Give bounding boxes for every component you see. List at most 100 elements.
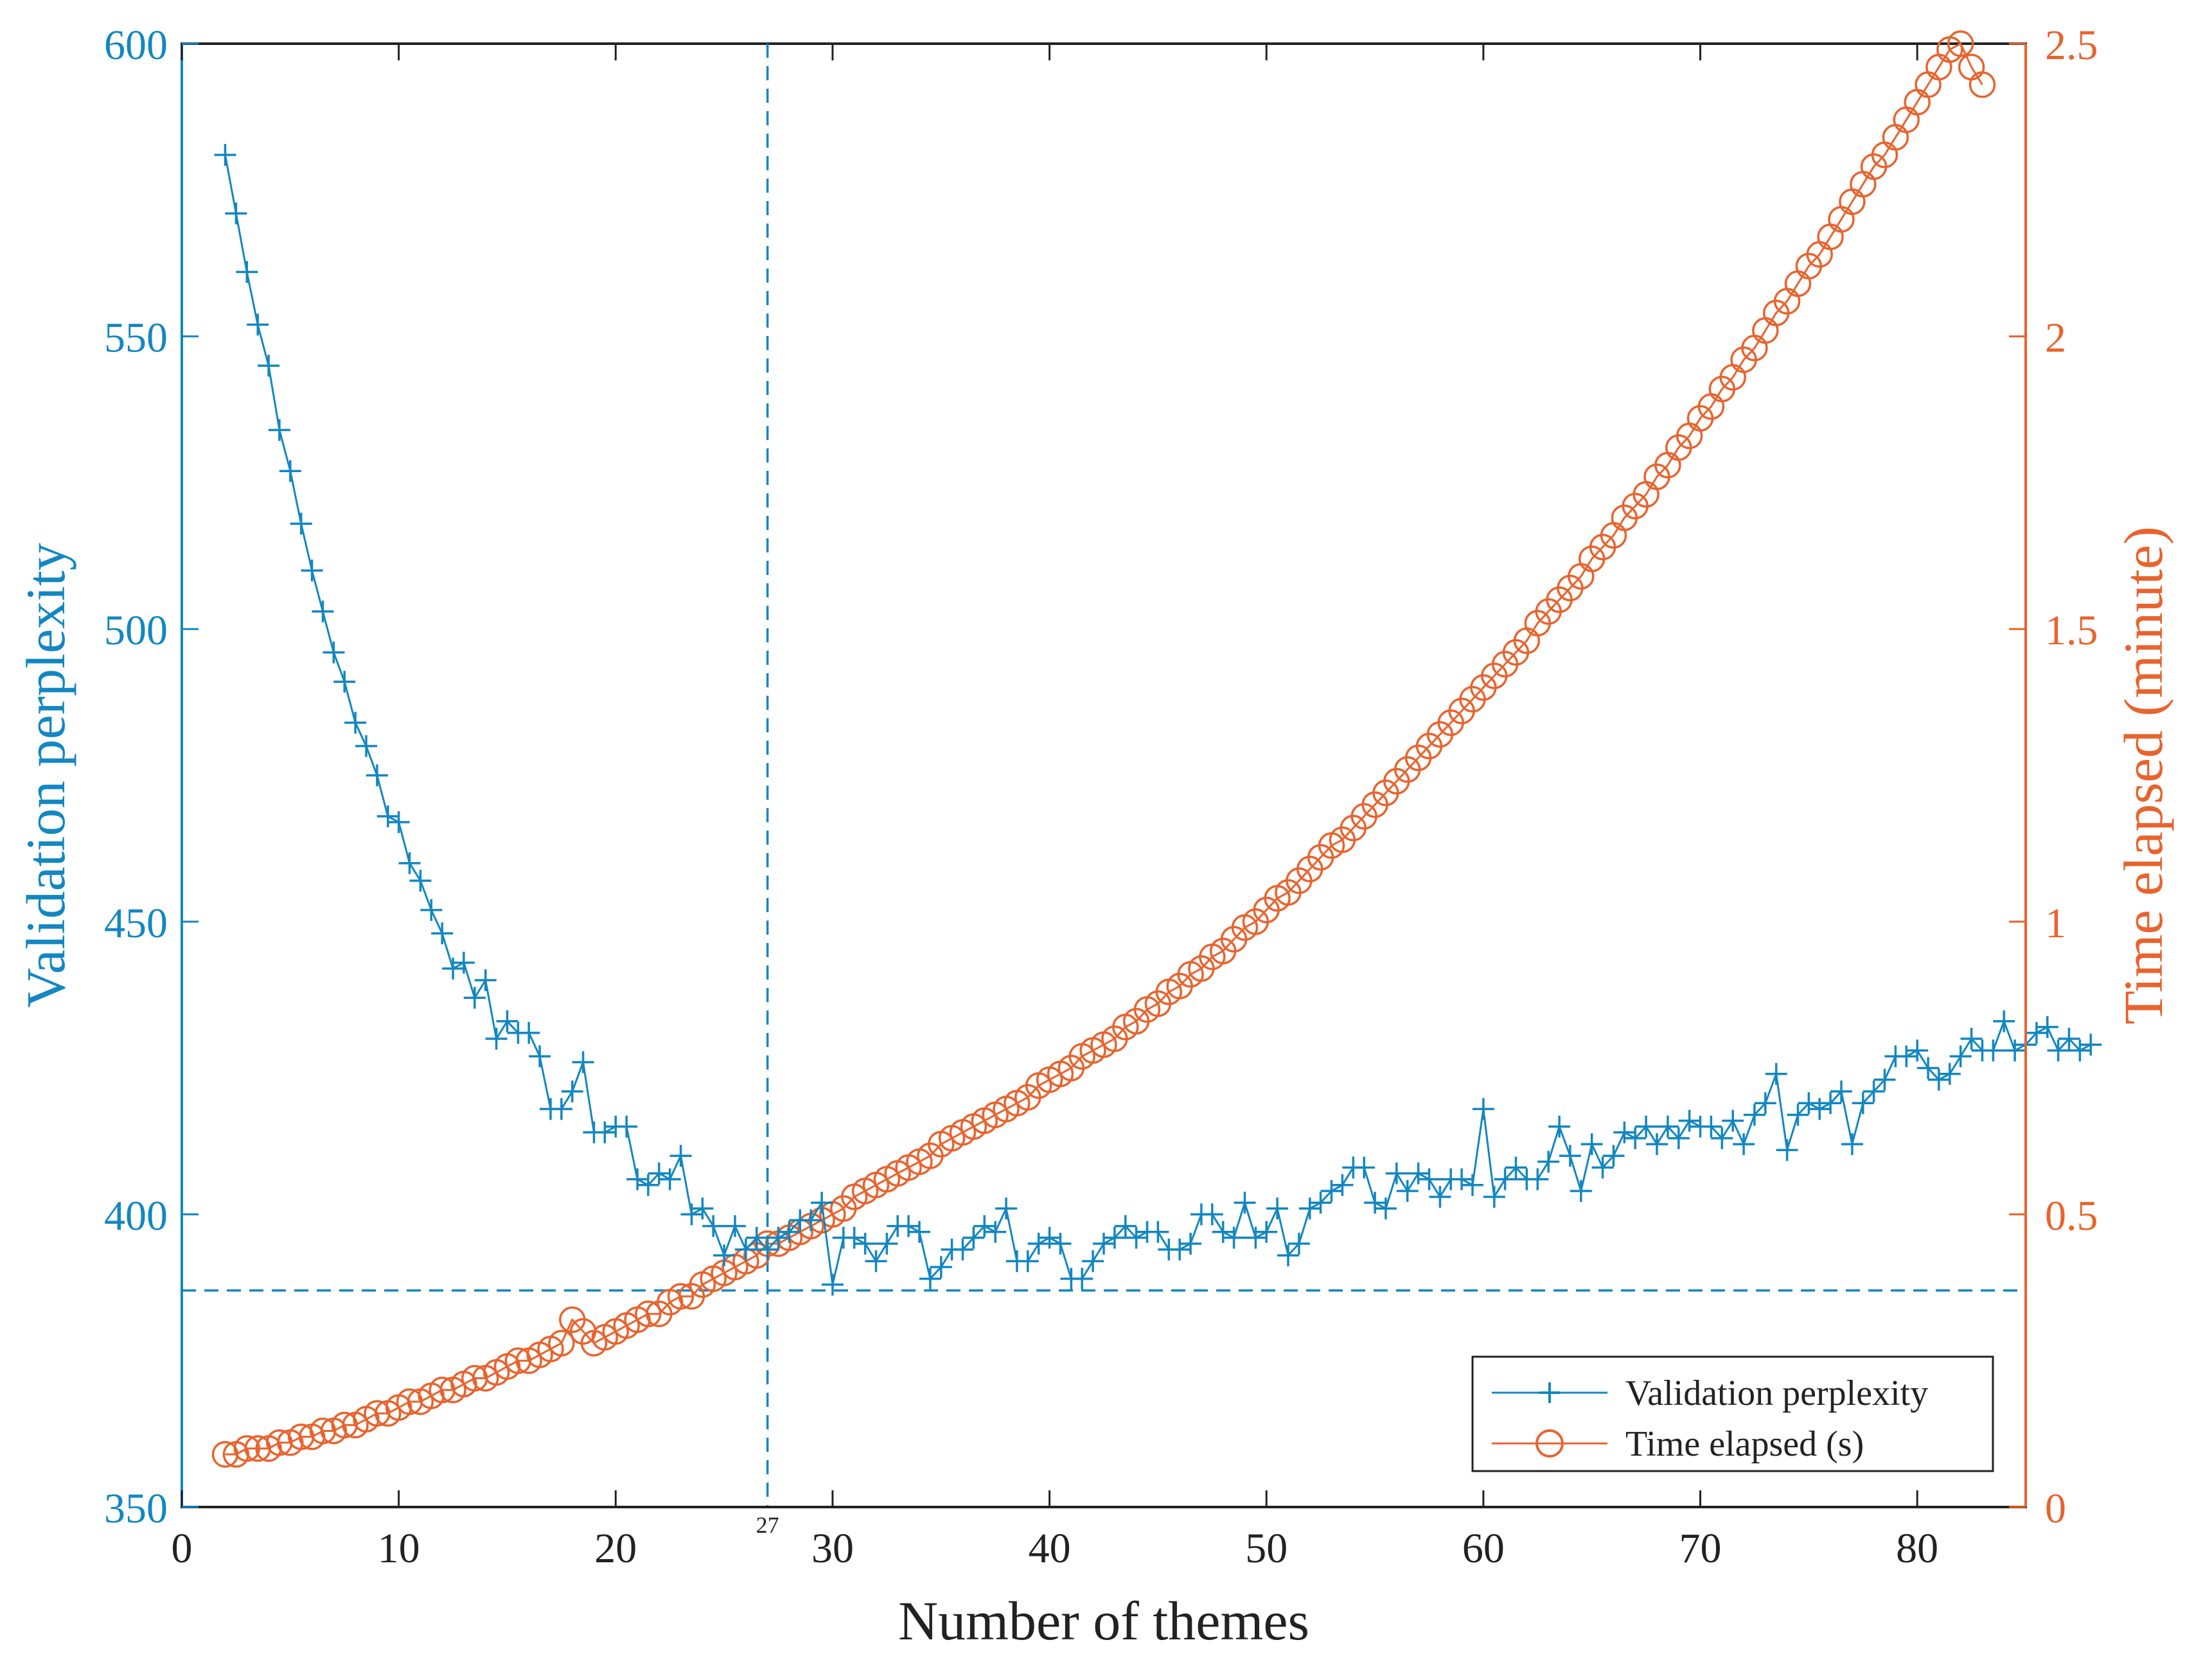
plot-area xyxy=(181,42,2027,1508)
perplexity-point xyxy=(452,951,475,974)
perplexity-point xyxy=(1462,1174,1483,1196)
perplexity-point xyxy=(995,1197,1018,1220)
perplexity-point xyxy=(2025,1021,2048,1044)
perplexity-point xyxy=(1418,1168,1440,1190)
perplexity-point xyxy=(323,641,345,664)
perplexity-point xyxy=(431,922,454,944)
x-tick-label: 40 xyxy=(1029,1525,1071,1572)
perplexity-point xyxy=(778,1221,801,1243)
perplexity-point xyxy=(1559,1145,1581,1167)
perplexity-point xyxy=(550,1098,572,1120)
legend-marker-time xyxy=(1535,1429,1564,1458)
perplexity-point xyxy=(1483,1186,1505,1208)
right-axis-title: Time elapsed (minute) xyxy=(2112,526,2174,1024)
perplexity-point xyxy=(1147,1221,1169,1243)
perplexity-point xyxy=(876,1233,898,1255)
perplexity-point xyxy=(1809,1098,1831,1120)
perplexity-point xyxy=(290,513,312,535)
perplexity-point xyxy=(387,811,410,833)
perplexity-point xyxy=(1494,1168,1516,1190)
perplexity-point xyxy=(767,1226,790,1249)
perplexity-point xyxy=(366,764,388,786)
perplexity-point xyxy=(268,419,290,441)
perplexity-point xyxy=(1038,1226,1061,1249)
annotation-label: 27 xyxy=(756,1512,779,1538)
perplexity-point xyxy=(1537,1151,1560,1173)
perplexity-point xyxy=(1396,1180,1419,1202)
perplexity-point xyxy=(1656,1115,1679,1138)
perplexity-point xyxy=(1776,1139,1798,1161)
perplexity-point xyxy=(1364,1192,1386,1214)
perplexity-point xyxy=(659,1168,681,1190)
perplexity-point xyxy=(1982,1039,2004,1062)
perplexity-point xyxy=(1624,1127,1647,1149)
perplexity-point xyxy=(1580,1133,1603,1156)
right-tick-label: 2.5 xyxy=(2045,22,2098,69)
perplexity-point xyxy=(1472,1098,1494,1120)
perplexity-point xyxy=(376,805,399,827)
perplexity-point xyxy=(1722,1109,1744,1132)
left-tick-label: 550 xyxy=(104,315,168,362)
perplexity-point xyxy=(1548,1115,1571,1138)
perplexity-point xyxy=(1277,1244,1299,1267)
perplexity-point xyxy=(1667,1127,1690,1149)
perplexity-point xyxy=(1212,1221,1234,1243)
perplexity-point xyxy=(1093,1233,1115,1255)
perplexity-point xyxy=(1082,1250,1104,1273)
perplexity-point xyxy=(1852,1092,1874,1115)
perplexity-point xyxy=(713,1244,736,1267)
perplexity-point xyxy=(734,1239,757,1261)
perplexity-point xyxy=(485,1028,508,1050)
perplexity-point xyxy=(1819,1092,1842,1115)
perplexity-point xyxy=(2036,1016,2058,1038)
perplexity-point xyxy=(1049,1233,1072,1255)
perplexity-point xyxy=(2080,1034,2102,1056)
perplexity-point xyxy=(1873,1068,1896,1091)
right-tick-label: 0 xyxy=(2045,1485,2066,1532)
time-series-markers xyxy=(211,30,1996,1468)
time-point xyxy=(548,1330,575,1357)
perplexity-point xyxy=(420,899,443,921)
perplexity-point xyxy=(474,969,497,991)
perplexity-point xyxy=(1169,1239,1191,1261)
perplexity-point xyxy=(1385,1162,1408,1185)
perplexity-point xyxy=(1613,1121,1636,1143)
perplexity-point xyxy=(1570,1180,1592,1202)
perplexity-point xyxy=(691,1197,714,1220)
perplexity-point xyxy=(1938,1063,1961,1085)
perplexity-point xyxy=(1407,1162,1429,1185)
perplexity-point xyxy=(1700,1115,1722,1138)
perplexity-point xyxy=(442,957,465,980)
perplexity-point xyxy=(898,1215,920,1237)
perplexity-point xyxy=(865,1250,887,1273)
perplexity-point xyxy=(1635,1115,1658,1138)
perplexity-point xyxy=(1798,1092,1820,1115)
perplexity-point xyxy=(355,735,377,757)
marks-layer xyxy=(182,30,2102,1507)
perplexity-point xyxy=(1895,1045,1918,1068)
perplexity-point xyxy=(908,1221,930,1243)
right-tick-label: 1.5 xyxy=(2045,607,2098,654)
left-tick-label: 500 xyxy=(104,607,168,654)
perplexity-point xyxy=(919,1267,941,1290)
perplexity-point xyxy=(637,1174,659,1196)
left-tick-label: 600 xyxy=(104,22,168,69)
perplexity-point xyxy=(258,355,280,377)
perplexity-point xyxy=(236,261,258,283)
perplexity-point xyxy=(702,1215,725,1237)
perplexity-point xyxy=(1917,1057,1940,1079)
perplexity-point xyxy=(1374,1197,1397,1220)
perplexity-point xyxy=(1244,1226,1267,1249)
time-point xyxy=(1969,71,1996,98)
perplexity-point xyxy=(1765,1063,1787,1085)
perplexity-point xyxy=(1103,1226,1126,1249)
perplexity-point xyxy=(1201,1203,1223,1226)
perplexity-point xyxy=(518,1021,540,1044)
perplexity-point xyxy=(615,1115,638,1138)
perplexity-point xyxy=(1309,1192,1332,1214)
perplexity-point xyxy=(529,1045,551,1068)
perplexity-point xyxy=(1016,1250,1039,1273)
perplexity-point xyxy=(1993,1010,2015,1032)
perplexity-point xyxy=(279,460,301,482)
axes-layer: 0 10 20 30 40 50 60 70 80 350 400 450 500 550 600 0 0.5 1… xyxy=(104,22,2098,1572)
